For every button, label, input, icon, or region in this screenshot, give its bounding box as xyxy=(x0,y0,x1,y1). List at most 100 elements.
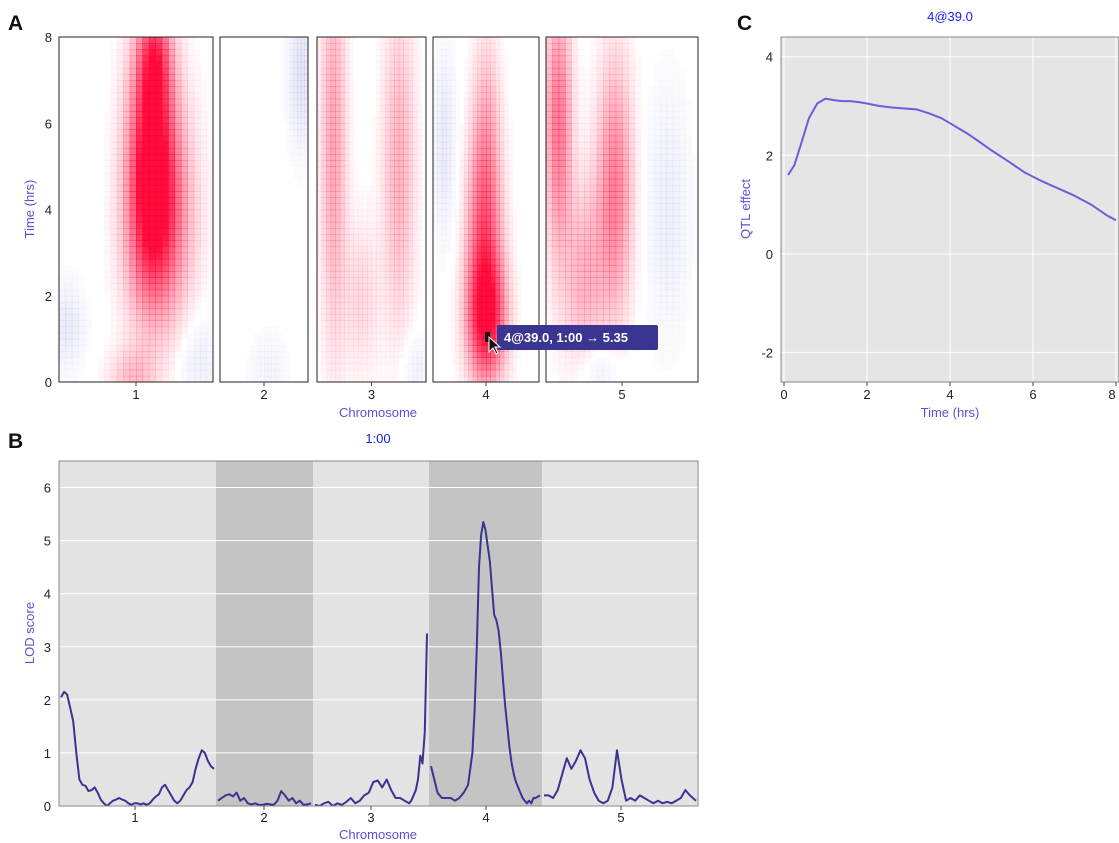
heatmap-cell xyxy=(174,67,182,75)
heatmap-cell xyxy=(437,73,443,81)
heatmap-cell xyxy=(609,277,617,285)
heatmap-cell xyxy=(71,314,79,321)
heatmap-cell xyxy=(335,326,341,334)
heatmap-cell xyxy=(450,92,456,100)
heatmap-cell xyxy=(571,154,579,161)
heatmap-cell xyxy=(603,67,610,75)
heatmap-cell xyxy=(267,363,272,371)
heatmap-cell xyxy=(584,92,591,99)
heatmap-cell xyxy=(472,345,478,352)
heatmap-cell xyxy=(200,338,208,346)
heatmap-cell xyxy=(65,271,72,278)
heatmap-cell xyxy=(326,363,332,371)
lod-band-chr-4 xyxy=(429,461,542,806)
heatmap-cell xyxy=(558,55,566,63)
heatmap-cell xyxy=(463,129,469,137)
heatmap-cell xyxy=(490,43,496,50)
heatmap-cell xyxy=(477,332,483,340)
heatmap-cell xyxy=(503,240,509,248)
heatmap-cell xyxy=(116,369,124,377)
heatmap-cell xyxy=(503,135,509,143)
heatmap-cell xyxy=(508,154,513,161)
heatmap-cell xyxy=(330,73,336,81)
heatmap-cell xyxy=(180,240,188,248)
heatmap-cell xyxy=(389,264,395,272)
heatmap-cell xyxy=(552,129,560,137)
heatmap-cell xyxy=(446,49,452,57)
heatmap-cell xyxy=(660,289,667,297)
heatmap-cell xyxy=(366,314,373,321)
heatmap-cell xyxy=(653,178,661,186)
heatmap-cell xyxy=(603,221,610,229)
heatmap-cell xyxy=(609,86,617,94)
heatmap-cell xyxy=(499,301,505,309)
heatmap-cell xyxy=(403,123,409,131)
heatmap-cell xyxy=(339,49,345,57)
heatmap-cell xyxy=(653,191,661,198)
heatmap-cell xyxy=(490,320,496,328)
heatmap-cell xyxy=(104,160,111,167)
heatmap-cell xyxy=(129,98,137,106)
heatmap-cell xyxy=(666,314,674,321)
heatmap-cell xyxy=(546,227,553,235)
heatmap-cell xyxy=(398,240,404,248)
heatmap-cell xyxy=(129,110,137,118)
heatmap-cell xyxy=(385,252,391,260)
heatmap-cell xyxy=(321,104,327,112)
heatmap-cell xyxy=(603,314,610,321)
heatmap-cell xyxy=(503,314,509,321)
heatmap-cell xyxy=(187,258,195,266)
heatmap-cell xyxy=(615,37,623,44)
heatmap-cell xyxy=(148,332,156,340)
heatmap-cell xyxy=(148,240,156,248)
heatmap-cell xyxy=(357,363,364,371)
heatmap-cell xyxy=(459,184,465,192)
heatmap-cell xyxy=(200,271,208,278)
heatmap-cell xyxy=(503,141,509,149)
heatmap-cell xyxy=(609,49,617,57)
heatmap-cell xyxy=(481,197,487,204)
heatmap-cell xyxy=(398,191,404,198)
heatmap-cell xyxy=(293,160,297,167)
heatmap-cell xyxy=(628,209,636,217)
heatmap-cell xyxy=(399,351,404,358)
heatmap-cell xyxy=(357,209,364,217)
heatmap-cell xyxy=(603,283,610,291)
heatmap-cell xyxy=(116,166,124,174)
heatmap-cell xyxy=(155,55,163,63)
heatmap-cell xyxy=(264,369,269,377)
heatmap-cell xyxy=(660,333,667,340)
heatmap-cell xyxy=(353,345,359,352)
heatmap-cell xyxy=(174,37,182,44)
heatmap-cell xyxy=(155,49,163,57)
heatmap-cell xyxy=(78,320,86,328)
heatmap-cell xyxy=(193,80,201,87)
heatmap-cell xyxy=(584,105,591,112)
heatmap-cell xyxy=(673,345,680,352)
heatmap-cell xyxy=(129,55,137,63)
heatmap-cell xyxy=(136,264,144,272)
heatmap-cell xyxy=(407,73,413,81)
heatmap-cell xyxy=(330,117,336,124)
heatmap-cell xyxy=(136,37,144,44)
heatmap-cell xyxy=(407,264,413,272)
heatmap-cell xyxy=(129,184,137,192)
heatmap-cell xyxy=(666,320,674,328)
heatmap-cell xyxy=(403,289,409,297)
heatmap-cell xyxy=(317,351,322,358)
heatmap-cell xyxy=(660,104,667,112)
heatmap-cell xyxy=(468,141,474,149)
heatmap-cell xyxy=(282,111,286,118)
heatmap-cell xyxy=(317,240,323,248)
heatmap-cell xyxy=(481,49,487,57)
heatmap-cell xyxy=(194,49,201,56)
heatmap-cell xyxy=(513,370,518,377)
heatmap-cell xyxy=(123,86,131,94)
heatmap-cell xyxy=(622,110,629,118)
heatmap-cell xyxy=(552,92,560,100)
heatmap-cell xyxy=(552,80,560,87)
heatmap-cell xyxy=(380,49,386,57)
heatmap-cell xyxy=(85,339,92,346)
heatmap-cell xyxy=(416,160,423,167)
heatmap-cell xyxy=(293,141,298,149)
